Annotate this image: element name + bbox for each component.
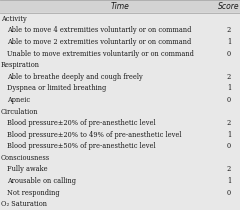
Text: 1: 1 <box>227 177 231 185</box>
Text: 2: 2 <box>227 73 231 81</box>
Text: Unable to move extremities voluntarily or on command: Unable to move extremities voluntarily o… <box>7 50 194 58</box>
Text: 0: 0 <box>227 189 231 197</box>
Text: 2: 2 <box>227 165 231 173</box>
Text: 2: 2 <box>227 119 231 127</box>
Text: 0: 0 <box>227 50 231 58</box>
Text: O₂ Saturation: O₂ Saturation <box>1 200 47 208</box>
Text: Consciousness: Consciousness <box>1 154 50 162</box>
Text: 1: 1 <box>227 38 231 46</box>
Text: Apneic: Apneic <box>7 96 30 104</box>
Text: Activity: Activity <box>1 15 27 23</box>
Text: Fully awake: Fully awake <box>7 165 48 173</box>
Text: Respiration: Respiration <box>1 61 40 69</box>
Text: Blood pressure±50% of pre-anesthetic level: Blood pressure±50% of pre-anesthetic lev… <box>7 142 156 150</box>
Text: Able to move 2 extremities voluntarily or on command: Able to move 2 extremities voluntarily o… <box>7 38 191 46</box>
Text: 2: 2 <box>227 26 231 34</box>
Text: Able to move 4 extremities voluntarily or on command: Able to move 4 extremities voluntarily o… <box>7 26 191 34</box>
Text: Time: Time <box>111 2 129 11</box>
Text: 1: 1 <box>227 131 231 139</box>
Text: Not responding: Not responding <box>7 189 60 197</box>
Text: Able to breathe deeply and cough freely: Able to breathe deeply and cough freely <box>7 73 143 81</box>
Text: Blood pressure±20% to 49% of pre-anesthetic level: Blood pressure±20% to 49% of pre-anesthe… <box>7 131 181 139</box>
Text: Dyspnea or limited breathing: Dyspnea or limited breathing <box>7 84 106 92</box>
Bar <box>0 0 240 13</box>
Text: Blood pressure±20% of pre-anesthetic level: Blood pressure±20% of pre-anesthetic lev… <box>7 119 156 127</box>
Text: 1: 1 <box>227 84 231 92</box>
Text: Score: Score <box>218 2 240 11</box>
Text: 0: 0 <box>227 142 231 150</box>
Text: Arousable on calling: Arousable on calling <box>7 177 76 185</box>
Text: Circulation: Circulation <box>1 108 38 116</box>
Text: 0: 0 <box>227 96 231 104</box>
